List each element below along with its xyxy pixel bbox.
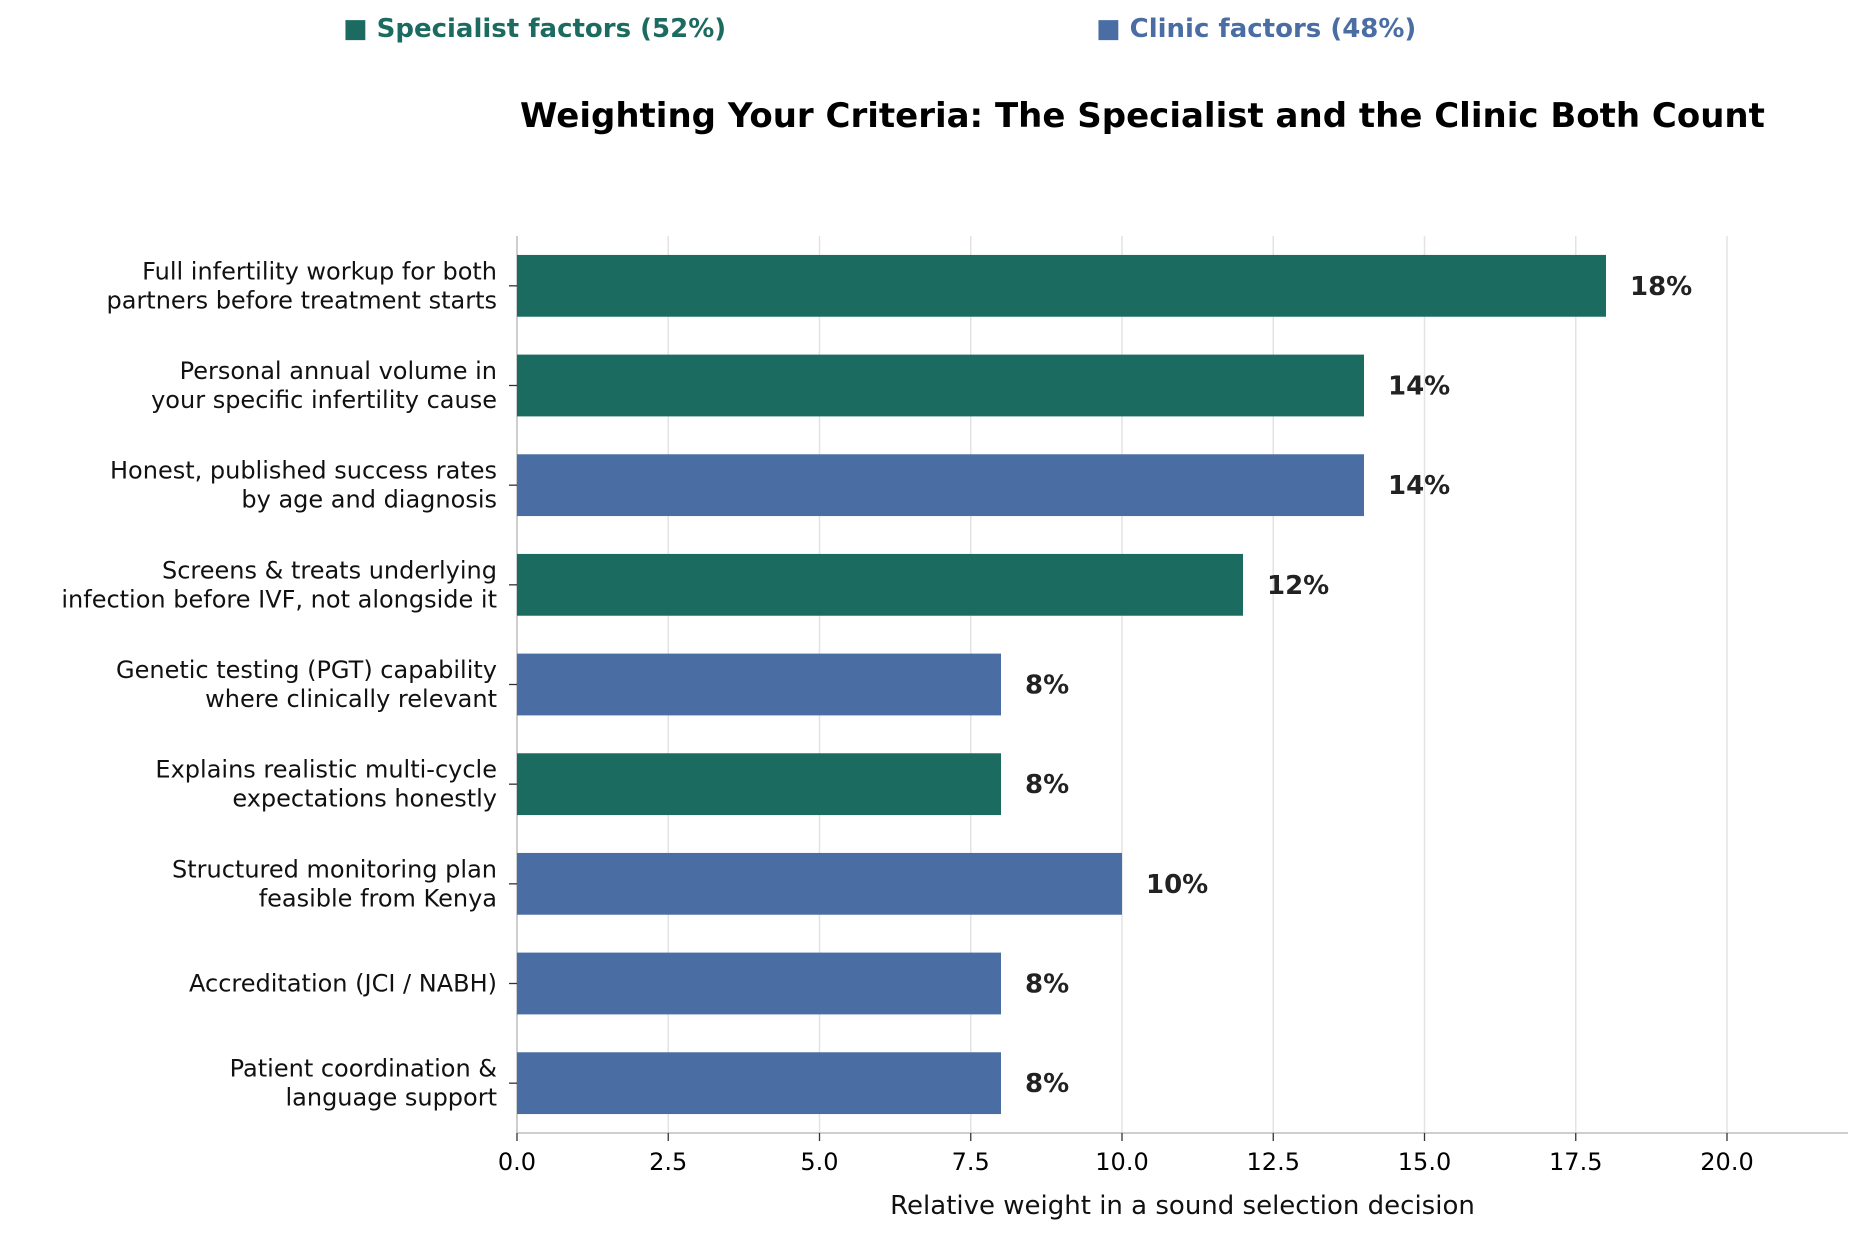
- data-label: 18%: [1630, 272, 1692, 302]
- bar: [517, 1052, 1001, 1115]
- bar: [517, 254, 1606, 317]
- category-label-line: Personal annual volume in: [180, 357, 497, 385]
- x-tick-label: 7.5: [952, 1148, 990, 1176]
- category-label: Patient coordination & language support: [230, 1055, 497, 1112]
- x-tick-label: 17.5: [1549, 1148, 1602, 1176]
- bar: [517, 653, 1001, 716]
- x-tick-label: 20.0: [1700, 1148, 1753, 1176]
- category-label-line: expectations honestly: [232, 785, 497, 813]
- category-label-line: Genetic testing (PGT) capability: [116, 656, 497, 684]
- category-label-line: Patient coordination &: [230, 1055, 497, 1083]
- category-label: Structured monitoring plan feasible from …: [172, 855, 497, 912]
- data-label: 8%: [1025, 671, 1069, 701]
- legend-clinic: ■ Clinic factors (48%): [1096, 14, 1417, 44]
- category-label: Accreditation (JCI / NABH): [189, 970, 497, 998]
- category-label-line: where clinically relevant: [205, 685, 497, 713]
- category-label-line: Screens & treats underlying: [162, 556, 497, 584]
- category-label-line: Full infertility workup for both: [142, 257, 497, 285]
- category-label-line: partners before treatment starts: [107, 286, 498, 314]
- bar: [517, 852, 1122, 915]
- bar: [517, 454, 1364, 517]
- x-tick-label: 10.0: [1095, 1148, 1148, 1176]
- x-tick-label: 2.5: [649, 1148, 687, 1176]
- category-label: Screens & treats underlying infection bef…: [61, 556, 497, 613]
- legend-specialist: ■ Specialist factors (52%): [343, 14, 727, 44]
- category-label-line: Explains realistic multi-cycle: [155, 756, 497, 784]
- category-label-line: Accreditation (JCI / NABH): [189, 970, 497, 998]
- category-label: Honest, published success rates by age an…: [110, 457, 497, 514]
- x-tick-label: 0.0: [498, 1148, 536, 1176]
- x-tick-label: 12.5: [1247, 1148, 1300, 1176]
- category-label-line: Structured monitoring plan: [172, 855, 497, 883]
- category-label-line: feasible from Kenya: [259, 884, 497, 912]
- data-label: 8%: [1025, 770, 1069, 800]
- bar: [517, 952, 1001, 1015]
- category-label: Full infertility workup for both partners…: [107, 257, 498, 314]
- data-label: 12%: [1267, 571, 1329, 601]
- category-label-line: your specific infertility cause: [151, 386, 497, 414]
- x-axis-label: Relative weight in a sound selection dec…: [890, 1191, 1475, 1221]
- data-label: 14%: [1388, 471, 1450, 501]
- category-label-line: infection before IVF, not alongside it: [61, 585, 497, 613]
- category-label-line: language support: [285, 1084, 497, 1112]
- category-label: Explains realistic multi-cycle expectatio…: [155, 756, 497, 813]
- category-label: Personal annual volume in your specific i…: [151, 357, 497, 414]
- x-tick-label: 5.0: [800, 1148, 838, 1176]
- bar: [517, 354, 1364, 417]
- category-label: Genetic testing (PGT) capability where cl…: [116, 656, 497, 713]
- category-label-line: by age and diagnosis: [241, 486, 497, 514]
- bar: [517, 753, 1001, 816]
- x-tick-label: 15.0: [1398, 1148, 1451, 1176]
- chart-title: Weighting Your Criteria: The Specialist …: [520, 96, 1765, 136]
- data-label: 14%: [1388, 372, 1450, 402]
- bar: [517, 553, 1243, 616]
- category-label-line: Honest, published success rates: [110, 457, 497, 485]
- data-label: 8%: [1025, 1069, 1069, 1099]
- data-label: 8%: [1025, 970, 1069, 1000]
- data-label: 10%: [1146, 870, 1208, 900]
